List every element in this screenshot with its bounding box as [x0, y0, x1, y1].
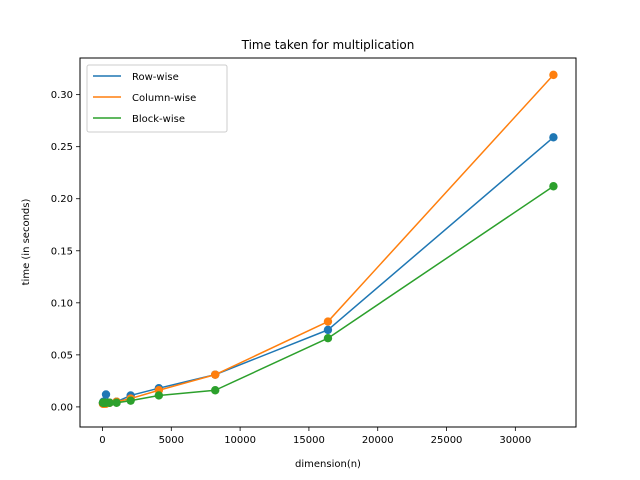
data-point-block-wise	[323, 334, 333, 343]
data-point-column-wise	[323, 317, 333, 326]
y-tick-label: 0.20	[51, 194, 73, 205]
data-point-block-wise	[126, 396, 135, 405]
legend-label-row-wise: Row-wise	[132, 72, 179, 83]
data-point-block-wise	[211, 386, 220, 395]
legend-label-column-wise: Column-wise	[132, 93, 196, 104]
x-axis-ticks: 0 5000 10000 15000 20000 25000 30000	[99, 427, 531, 446]
legend: Row-wise Column-wise Block-wise	[86, 64, 228, 133]
x-tick-label: 15000	[293, 435, 325, 446]
y-tick-label: 0.15	[51, 246, 73, 257]
x-tick-label: 30000	[499, 435, 531, 446]
data-point-row-wise	[323, 325, 333, 335]
chart-title: Time taken for multiplication	[241, 38, 415, 52]
axes-frame	[79, 57, 577, 428]
data-point-column-wise	[211, 370, 220, 379]
x-tick-label: 0	[99, 435, 105, 446]
y-tick-label: 0.10	[51, 298, 73, 309]
y-tick-label: 0.05	[51, 350, 73, 361]
x-tick-label: 5000	[159, 435, 184, 446]
x-tick-label: 10000	[224, 435, 256, 446]
data-point-row-wise	[549, 133, 558, 142]
legend-label-block-wise: Block-wise	[132, 114, 185, 125]
x-tick-label: 25000	[431, 435, 463, 446]
data-point-column-wise	[549, 70, 558, 80]
y-axis-label: time (in seconds)	[21, 199, 32, 286]
y-tick-label: 0.00	[51, 402, 73, 413]
x-tick-label: 20000	[362, 435, 394, 446]
data-point-block-wise	[112, 398, 121, 407]
y-tick-label: 0.30	[51, 90, 73, 101]
data-point-row-wise	[101, 390, 111, 399]
y-tick-label: 0.25	[51, 142, 73, 153]
plot-area	[98, 70, 558, 408]
data-point-block-wise	[154, 391, 164, 400]
legend-box	[86, 64, 228, 133]
x-axis-label: dimension(n)	[295, 459, 361, 470]
data-point-block-wise	[549, 182, 558, 191]
data-point-block-wise	[105, 398, 114, 407]
y-axis-ticks: 0.00 0.05 0.10 0.15 0.20 0.25 0.30	[51, 90, 80, 413]
